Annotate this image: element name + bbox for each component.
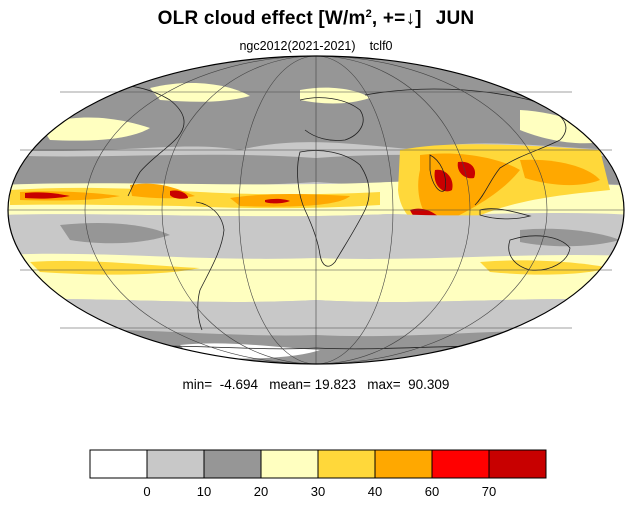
- chart-subtitle: ngc2012(2021-2021) tclf0: [0, 39, 632, 53]
- colorbar-tick-label: 60: [425, 484, 439, 499]
- stats-min-label: min=: [182, 377, 213, 392]
- colorbar-box: [203, 449, 262, 479]
- colorbar-box: [431, 449, 490, 479]
- colorbar-boxes: [89, 449, 547, 479]
- stats-min-value: -4.694: [219, 377, 258, 392]
- stats-max-value: 90.309: [408, 377, 450, 392]
- colorbar-tick-label: 40: [368, 484, 382, 499]
- globe-outline: [7, 55, 625, 365]
- title-superscript: 2: [365, 8, 372, 20]
- colorbar-box: [317, 449, 376, 479]
- colorbar-box: [260, 449, 319, 479]
- subtitle-experiment: ngc2012(2021-2021): [239, 39, 356, 53]
- colorbar-box: [488, 449, 547, 479]
- colorbar-tick-label: 70: [482, 484, 496, 499]
- colorbar-tick-label: 0: [143, 484, 150, 499]
- colorbar-box: [89, 449, 148, 479]
- colorbar-tick-label: 10: [197, 484, 211, 499]
- stats-max-label: max=: [367, 377, 401, 392]
- chart-title: OLR cloud effect [W/m2, +=↓] JUN: [0, 8, 632, 30]
- colorbar-tick-label: 30: [311, 484, 325, 499]
- title-prefix: OLR cloud effect [W/m: [157, 8, 366, 29]
- colorbar-box: [146, 449, 205, 479]
- title-month: JUN: [435, 8, 475, 29]
- mollweide-map: [7, 55, 625, 365]
- colorbar-tick-label: 20: [254, 484, 268, 499]
- title-suffix: , +=↓]: [371, 8, 422, 29]
- stats-mean-value: 19.823: [314, 377, 356, 392]
- subtitle-variable: tclf0: [369, 39, 393, 53]
- colorbar-labels: 0 10 20 30 40 60 70: [143, 484, 496, 499]
- colorbar-box: [374, 449, 433, 479]
- stats-mean-label: mean=: [269, 377, 311, 392]
- stats-line: min= -4.694 mean= 19.823 max= 90.309: [0, 377, 632, 392]
